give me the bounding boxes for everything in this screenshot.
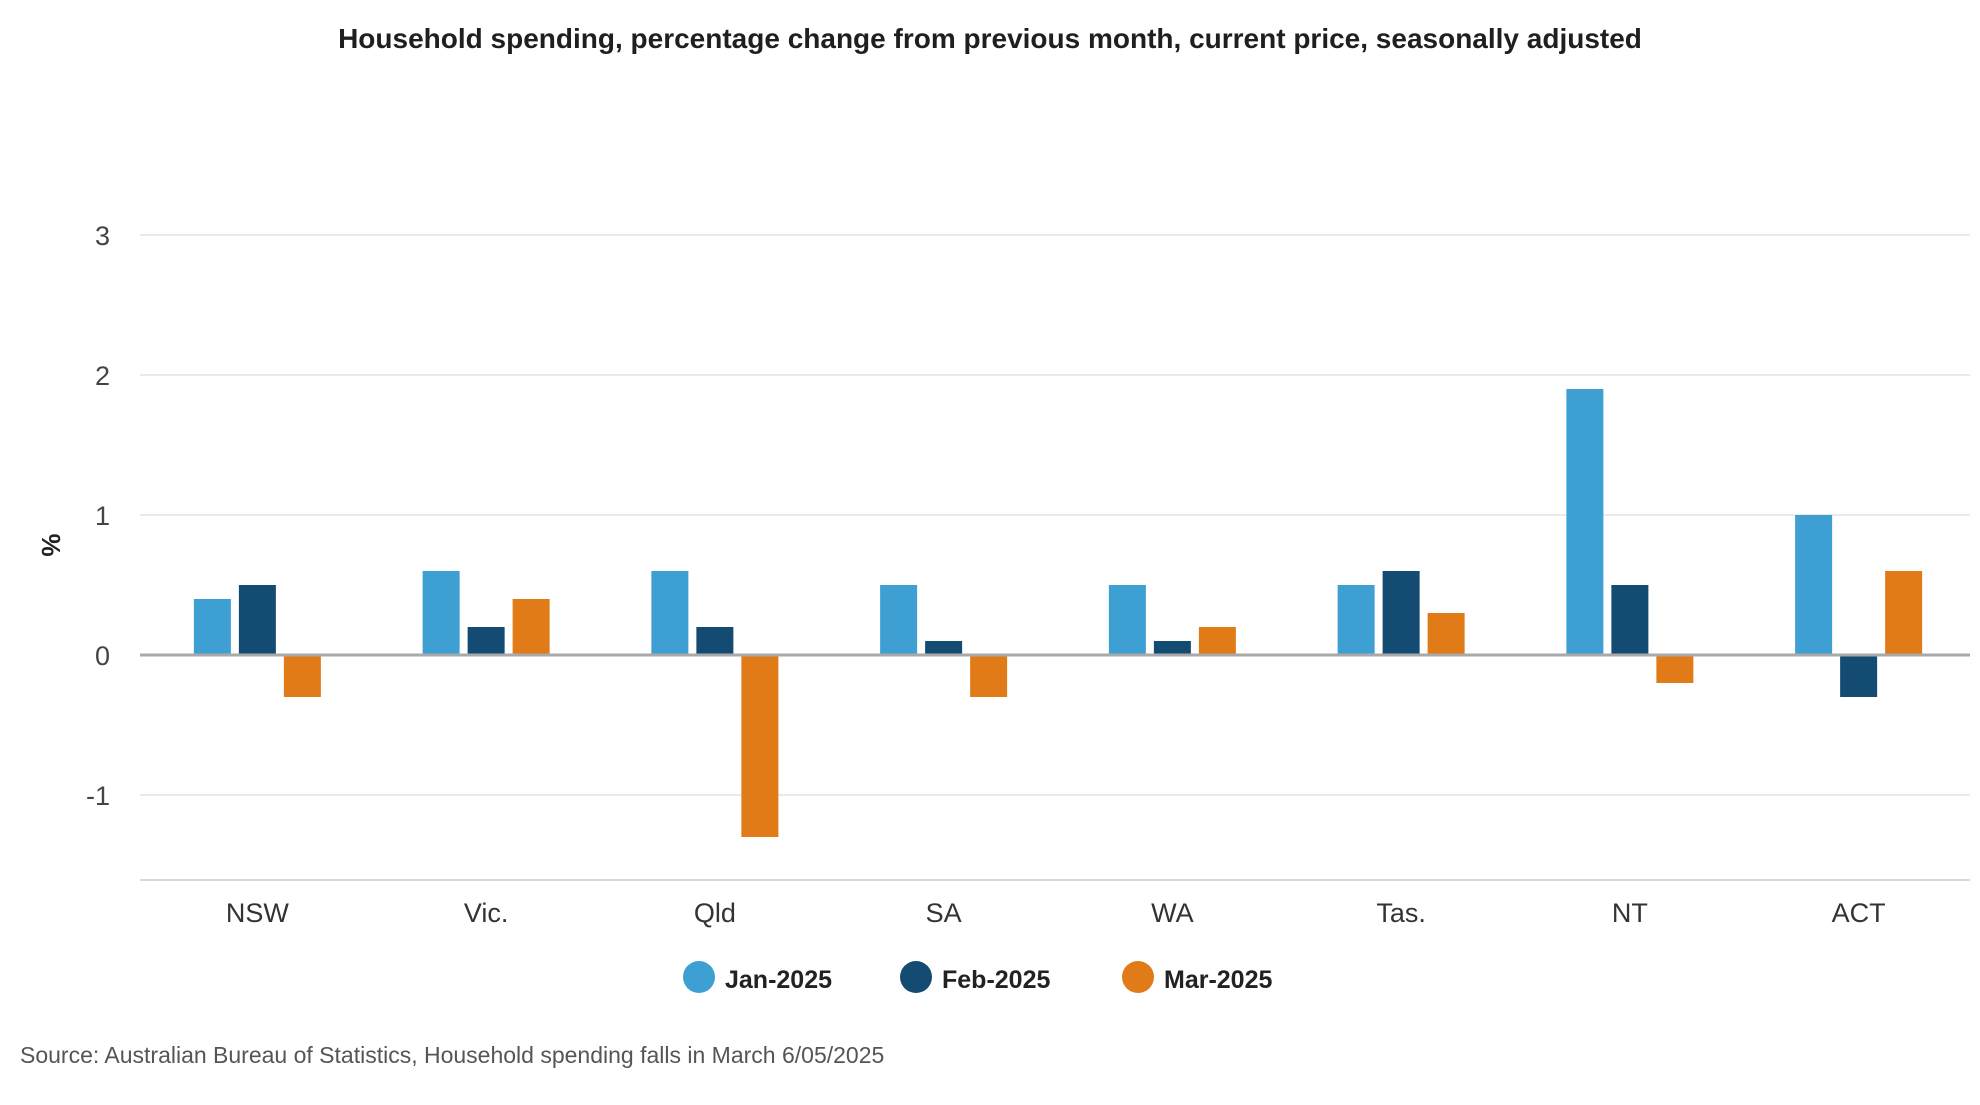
y-axis-label: % xyxy=(36,533,66,556)
bar-wa-jan-2025[interactable] xyxy=(1108,585,1146,655)
legend-item-mar-2025[interactable]: Mar-2025 xyxy=(1122,961,1272,994)
bar-qld-mar-2025[interactable] xyxy=(741,655,779,837)
bar-qld-feb-2025[interactable] xyxy=(696,627,734,655)
y-tick-label: 3 xyxy=(95,221,110,251)
bar-act-jan-2025[interactable] xyxy=(1795,515,1833,655)
y-tick-label: 2 xyxy=(95,361,110,391)
chart-title: Household spending, percentage change fr… xyxy=(338,23,1642,54)
bar-vic-feb-2025[interactable] xyxy=(467,627,505,655)
bar-act-feb-2025[interactable] xyxy=(1840,655,1878,697)
source-note: Source: Australian Bureau of Statistics,… xyxy=(20,1042,884,1068)
bar-nsw-feb-2025[interactable] xyxy=(238,585,276,655)
bars xyxy=(193,389,1923,837)
y-tick-label: 1 xyxy=(95,501,110,531)
legend-swatch xyxy=(1122,961,1154,993)
bar-nsw-jan-2025[interactable] xyxy=(193,599,231,655)
bar-act-mar-2025[interactable] xyxy=(1885,571,1923,655)
legend-label: Jan-2025 xyxy=(725,966,832,994)
bar-tas-mar-2025[interactable] xyxy=(1427,613,1465,655)
bar-nt-mar-2025[interactable] xyxy=(1656,655,1694,683)
x-tick-label: Tas. xyxy=(1376,898,1426,928)
bar-sa-jan-2025[interactable] xyxy=(880,585,918,655)
bar-sa-mar-2025[interactable] xyxy=(970,655,1008,697)
legend-label: Feb-2025 xyxy=(942,966,1050,994)
x-tick-label: SA xyxy=(926,898,962,928)
x-tick-label: Vic. xyxy=(464,898,509,928)
bar-wa-mar-2025[interactable] xyxy=(1198,627,1236,655)
bar-vic-mar-2025[interactable] xyxy=(512,599,550,655)
legend-swatch xyxy=(900,961,932,993)
gridlines xyxy=(140,234,1970,796)
bar-vic-jan-2025[interactable] xyxy=(422,571,460,655)
bar-nt-feb-2025[interactable] xyxy=(1611,585,1649,655)
bar-tas-jan-2025[interactable] xyxy=(1337,585,1375,655)
bar-sa-feb-2025[interactable] xyxy=(925,641,963,655)
x-tick-label: NSW xyxy=(226,898,290,928)
legend-item-feb-2025[interactable]: Feb-2025 xyxy=(900,961,1050,994)
x-tick-label: NT xyxy=(1612,898,1648,928)
x-tick-label: Qld xyxy=(694,898,736,928)
axes: 3 2 1 0 -1 NSW Vic. Qld SA WA Tas. NT ACT xyxy=(86,221,1970,928)
legend-swatch xyxy=(683,961,715,993)
legend: Jan-2025 Feb-2025 Mar-2025 xyxy=(683,961,1272,994)
bar-nsw-mar-2025[interactable] xyxy=(283,655,321,697)
x-tick-label: ACT xyxy=(1832,898,1886,928)
legend-label: Mar-2025 xyxy=(1164,966,1272,994)
bar-wa-feb-2025[interactable] xyxy=(1153,641,1191,655)
bar-tas-feb-2025[interactable] xyxy=(1382,571,1420,655)
legend-item-jan-2025[interactable]: Jan-2025 xyxy=(683,961,832,994)
x-tick-label: WA xyxy=(1151,898,1194,928)
bar-qld-jan-2025[interactable] xyxy=(651,571,689,655)
y-tick-label: 0 xyxy=(95,641,110,671)
bar-nt-jan-2025[interactable] xyxy=(1566,389,1604,655)
y-tick-label: -1 xyxy=(86,781,110,811)
